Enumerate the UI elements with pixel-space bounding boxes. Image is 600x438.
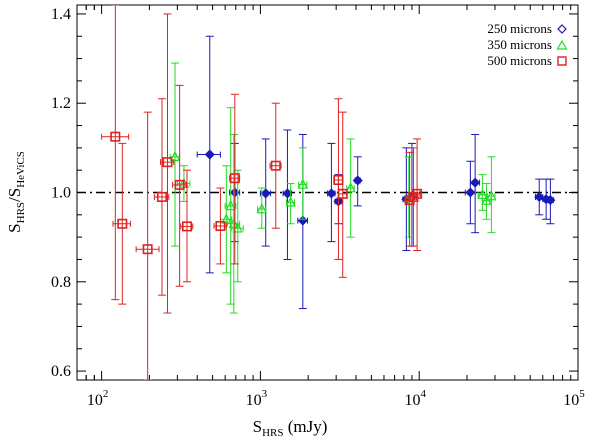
square-marker	[215, 220, 226, 231]
legend-label: 350 microns	[487, 37, 552, 52]
diamond-marker	[545, 195, 556, 206]
data-point	[337, 111, 348, 278]
diamond-marker	[326, 188, 337, 199]
data-point	[412, 138, 423, 252]
x-tick-label: 105	[563, 388, 585, 409]
series-diamond	[196, 35, 556, 310]
data-point	[469, 133, 481, 234]
data-point	[345, 138, 356, 238]
data-point	[160, 13, 175, 314]
diamond-marker	[470, 177, 481, 188]
data-point	[101, 5, 130, 301]
y-tick-label: 1.4	[51, 6, 71, 23]
data-point	[326, 142, 337, 243]
square-marker	[142, 244, 153, 255]
legend-label: 500 microns	[487, 53, 552, 68]
triangle-marker	[345, 181, 356, 193]
data-point	[464, 160, 476, 225]
y-tick-label: 0.6	[51, 363, 71, 380]
square-marker	[412, 188, 423, 199]
data-point	[169, 62, 181, 247]
square-marker	[182, 221, 193, 232]
data-point	[172, 84, 187, 287]
square-marker	[156, 191, 167, 202]
diamond-marker	[260, 188, 271, 199]
legend-marker-group	[556, 39, 568, 50]
series-square	[101, 5, 423, 380]
data-point	[112, 142, 131, 305]
data-point	[153, 98, 170, 296]
data-point	[352, 156, 363, 207]
triangle-marker	[228, 217, 239, 229]
triangle-marker	[285, 196, 296, 207]
data-point	[481, 183, 492, 220]
data-point	[486, 156, 497, 234]
square-marker	[337, 188, 348, 199]
triangle-marker	[486, 190, 497, 201]
data-point	[534, 178, 545, 216]
square-marker	[117, 218, 128, 229]
triangle-marker	[232, 222, 243, 233]
data-point	[213, 187, 227, 265]
triangle-marker	[169, 150, 181, 162]
diamond-marker	[204, 149, 215, 160]
data-series	[101, 5, 556, 380]
data-point	[297, 147, 308, 220]
axis-ticks: 102 103 104 105 0.6 0.8 1.0 1.2 1.4	[51, 5, 585, 409]
legend-square-marker	[557, 56, 567, 66]
y-tick-label: 0.8	[51, 274, 71, 291]
data-point	[333, 98, 344, 260]
legend-marker-group	[557, 56, 567, 66]
square-marker	[162, 157, 173, 168]
data-point	[180, 169, 194, 283]
diamond-marker	[465, 187, 476, 198]
data-point	[282, 129, 293, 260]
y-tick-label: 1.0	[51, 185, 71, 202]
data-point	[226, 133, 241, 314]
data-point	[269, 102, 282, 229]
diamond-marker	[352, 175, 363, 186]
x-tick-label: 103	[246, 388, 268, 409]
x-axis-label: SHRS (mJy)	[253, 417, 328, 438]
square-marker	[174, 179, 185, 190]
data-point	[285, 183, 296, 225]
data-point	[256, 187, 267, 229]
x-tick-label: 102	[87, 388, 109, 409]
data-point	[229, 93, 241, 265]
y-tick-label: 1.2	[51, 95, 71, 112]
x-tick-label: 104	[404, 388, 426, 409]
legend-diamond-marker	[557, 24, 567, 34]
y-axis-label: SHRS/SHeViCS	[5, 151, 27, 233]
data-point	[135, 111, 160, 380]
square-marker	[270, 160, 281, 171]
data-point	[545, 178, 556, 225]
legend-label: 250 microns	[487, 21, 552, 36]
triangle-marker	[297, 178, 308, 189]
triangle-marker	[256, 202, 267, 214]
legend-marker-group	[557, 24, 567, 34]
square-marker	[110, 131, 121, 142]
square-marker	[229, 173, 240, 184]
triangle-marker	[225, 199, 236, 211]
legend-triangle-marker	[556, 39, 568, 50]
data-point	[196, 35, 221, 274]
